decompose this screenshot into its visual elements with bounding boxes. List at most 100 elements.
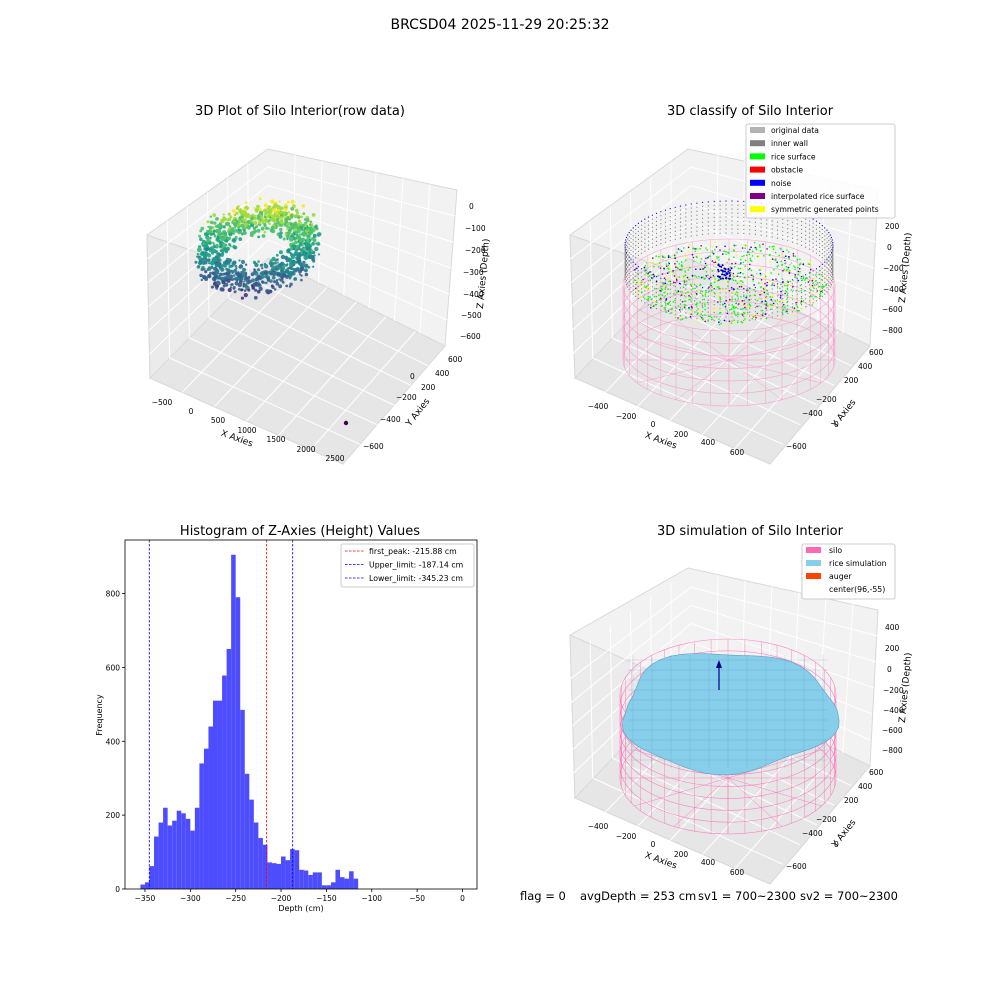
data-point: [761, 300, 763, 303]
data-point: [826, 287, 828, 289]
data-point: [756, 305, 758, 308]
data-point: [796, 278, 799, 281]
data-point: [760, 310, 762, 312]
data-point: [651, 262, 653, 264]
data-point: [821, 229, 823, 231]
data-point: [669, 232, 671, 234]
histogram-bar: [321, 885, 327, 889]
data-point: [800, 240, 803, 242]
data-point: [731, 288, 733, 290]
data-point: [625, 275, 628, 278]
data-point: [707, 303, 709, 305]
data-point: [685, 204, 687, 206]
y-tick-label: −600: [786, 862, 807, 871]
data-point: [243, 208, 247, 211]
data-point: [814, 295, 816, 298]
data-point: [644, 270, 646, 272]
data-point: [651, 302, 653, 304]
data-point: [674, 234, 676, 236]
data-point: [655, 308, 658, 310]
data-point: [733, 244, 735, 246]
data-point: [743, 299, 746, 302]
data-point: [711, 252, 714, 254]
data-point: [766, 284, 768, 287]
data-point: [624, 269, 626, 272]
z-tick-label: −100: [465, 224, 486, 233]
data-point: [318, 231, 321, 234]
data-point: [624, 278, 626, 281]
data-point: [690, 231, 692, 233]
data-point: [832, 261, 834, 264]
data-point: [707, 229, 709, 231]
data-point: [269, 279, 273, 283]
data-point: [287, 248, 291, 252]
data-point: [241, 233, 244, 236]
data-point: [278, 200, 281, 203]
histogram-bar: [199, 763, 204, 889]
data-point: [298, 239, 302, 242]
data-point: [702, 205, 704, 207]
data-point: [628, 284, 630, 286]
data-point: [796, 223, 798, 225]
data-point: [796, 306, 799, 309]
data-point: [666, 272, 669, 275]
data-point: [826, 237, 828, 239]
data-point: [212, 266, 217, 271]
data-point: [693, 283, 696, 286]
data-point: [247, 224, 252, 229]
data-point: [791, 299, 794, 301]
data-point: [832, 257, 834, 260]
data-point: [754, 303, 756, 305]
data-point: [202, 267, 206, 271]
data-point: [255, 277, 260, 281]
data-point: [209, 220, 214, 225]
data-point: [270, 284, 274, 288]
data-point: [625, 264, 628, 267]
data-point: [624, 245, 626, 248]
data-point: [637, 250, 639, 252]
data-point: [685, 212, 687, 214]
data-point: [627, 262, 629, 264]
data-point: [234, 235, 237, 238]
data-point: [713, 268, 716, 271]
data-point: [776, 315, 779, 317]
data-point: [693, 299, 696, 302]
data-point: [705, 291, 707, 294]
data-point: [790, 289, 793, 291]
data-point: [805, 226, 807, 228]
data-point: [726, 310, 729, 312]
data-point: [303, 213, 305, 216]
data-point: [635, 241, 637, 243]
data-point: [718, 318, 720, 320]
data-point: [286, 200, 290, 204]
data-point: [821, 283, 823, 285]
data-point: [625, 252, 628, 255]
data-point: [812, 234, 814, 236]
data-point: [312, 265, 315, 268]
data-point: [685, 259, 687, 261]
data-point: [749, 263, 751, 266]
x-tick-label: 600: [730, 448, 745, 457]
data-point: [805, 218, 807, 220]
data-point: [625, 243, 627, 245]
data-point: [628, 268, 630, 270]
data-point: [739, 258, 742, 261]
data-point: [635, 267, 637, 269]
data-point: [749, 311, 751, 313]
data-point: [713, 292, 715, 294]
data-point: [816, 282, 819, 284]
data-point: [713, 208, 715, 210]
data-point: [719, 301, 722, 303]
data-point: [237, 205, 240, 208]
data-point: [647, 272, 649, 275]
silo-spoke: [673, 777, 729, 827]
data-point: [695, 248, 698, 250]
data-point: [707, 213, 709, 215]
data-point: [644, 250, 646, 252]
data-point: [788, 257, 790, 260]
data-point: [710, 318, 713, 321]
data-point: [658, 294, 660, 296]
y-axis-label: Frequency: [95, 694, 104, 736]
data-point: [805, 298, 807, 300]
data-point: [710, 284, 712, 287]
